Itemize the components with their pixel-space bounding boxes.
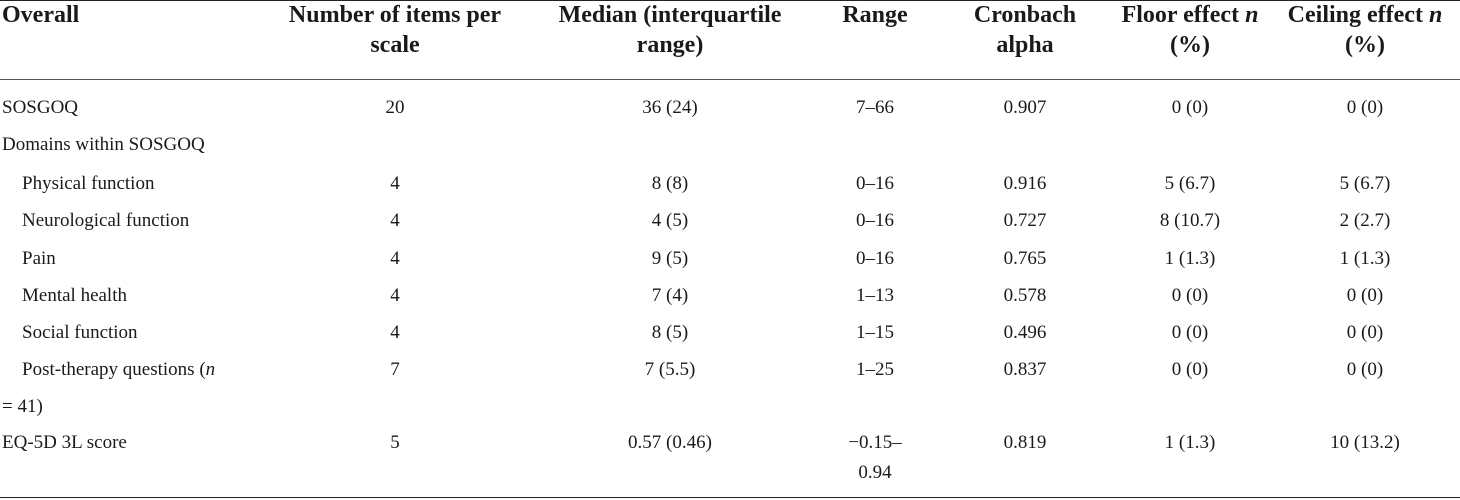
cell-range: 1–15: [856, 322, 894, 343]
header-alpha-line1: Cronbach: [973, 2, 1077, 28]
header-items-per-scale: Number of items per scale: [270, 0, 520, 60]
header-range: Range: [842, 2, 908, 28]
cell-median: 7 (4): [651, 285, 689, 306]
cell-ceiling: 5 (6.7): [1339, 173, 1391, 194]
cell-range: 0–16: [856, 210, 894, 231]
cell-alpha: 0.907: [1003, 97, 1047, 118]
cell-alpha: 0.727: [1003, 210, 1047, 231]
cell-range: 7–66: [856, 97, 894, 118]
cell-floor: 1 (1.3): [1164, 432, 1216, 453]
cell-median: 7 (5.5): [644, 359, 696, 380]
cell-items: 4: [390, 322, 400, 343]
cell-floor: 0 (0): [1171, 322, 1209, 343]
cell-items: 4: [390, 248, 400, 269]
header-floor-n: n: [1245, 2, 1259, 28]
header-overall: Overall: [2, 2, 80, 28]
cell-ceiling: 1 (1.3): [1339, 248, 1391, 269]
cell-floor: 8 (10.7): [1159, 210, 1221, 231]
cell-range: 0–16: [856, 173, 894, 194]
cell-floor: 0 (0): [1171, 285, 1209, 306]
cell-items: 4: [390, 210, 400, 231]
row-label: SOSGOQ: [2, 97, 79, 118]
header-median-line1: Median (interquartile: [558, 2, 782, 28]
cell-alpha: 0.837: [1003, 359, 1047, 380]
header-ceiling-effect: Ceiling effect n (%): [1270, 0, 1460, 60]
header-rule: [0, 79, 1460, 80]
header-items-line2: scale: [370, 32, 420, 58]
row-section-label: Domains within SOSGOQ: [2, 134, 205, 155]
header-ceiling-line2: (%): [1345, 32, 1385, 58]
cell-range-line1: −0.15–: [848, 432, 902, 453]
header-floor-text: Floor effect: [1121, 2, 1246, 28]
cell-ceiling: 10 (13.2): [1330, 432, 1400, 453]
header-cronbach-alpha: Cronbach alpha: [930, 0, 1120, 60]
cell-median: 4 (5): [651, 210, 689, 231]
header-floor-line1: Floor effect n: [1090, 0, 1290, 30]
cell-alpha: 0.819: [1003, 432, 1047, 453]
row-label-n: n: [205, 359, 216, 380]
cell-median: 8 (8): [651, 173, 689, 194]
cell-range: 1–25: [856, 359, 894, 380]
table-bottom-rule: [0, 497, 1460, 498]
row-label: Social function: [22, 322, 138, 343]
header-floor-line2: (%): [1170, 32, 1210, 58]
cell-items: 20: [385, 97, 405, 118]
header-ceiling-n: n: [1428, 2, 1443, 28]
cell-alpha: 0.578: [1003, 285, 1047, 306]
cell-ceiling: 2 (2.7): [1339, 210, 1391, 231]
cell-ceiling: 0 (0): [1346, 359, 1384, 380]
cell-items: 5: [390, 432, 400, 453]
cell-range: 0–16: [856, 248, 894, 269]
cell-items: 4: [390, 285, 400, 306]
row-label: Physical function: [22, 173, 155, 194]
cell-range-line2: 0.94: [858, 462, 892, 483]
cell-alpha: 0.765: [1003, 248, 1047, 269]
header-items-line1: Number of items per: [288, 2, 502, 28]
header-median-line2: range): [636, 32, 704, 58]
row-label: EQ-5D 3L score: [2, 432, 127, 453]
cell-ceiling: 0 (0): [1346, 97, 1384, 118]
cell-floor: 0 (0): [1171, 359, 1209, 380]
cell-items: 4: [390, 173, 400, 194]
header-alpha-line2: alpha: [996, 32, 1054, 58]
cell-ceiling: 0 (0): [1346, 322, 1384, 343]
table-top-rule: [0, 0, 1460, 1]
header-ceiling-line1: Ceiling effect n: [1270, 0, 1460, 30]
row-label-line2: = 41): [2, 396, 43, 417]
cell-range: 1–13: [856, 285, 894, 306]
cell-floor: 5 (6.7): [1164, 173, 1216, 194]
row-label-line1: Post-therapy questions (: [22, 359, 206, 380]
header-ceiling-text: Ceiling effect: [1287, 2, 1429, 28]
cell-items: 7: [390, 359, 400, 380]
cell-alpha: 0.496: [1003, 322, 1047, 343]
cell-ceiling: 0 (0): [1346, 285, 1384, 306]
cell-floor: 1 (1.3): [1164, 248, 1216, 269]
row-label: Post-therapy questions (n: [2, 351, 272, 388]
cell-median: 36 (24): [642, 97, 698, 118]
cell-floor: 0 (0): [1171, 97, 1209, 118]
cell-median: 0.57 (0.46): [628, 432, 712, 453]
row-label: Neurological function: [22, 210, 190, 231]
header-median-iqr: Median (interquartile range): [540, 0, 800, 60]
header-floor-effect: Floor effect n (%): [1090, 0, 1290, 60]
cell-median: 9 (5): [651, 248, 689, 269]
row-label: Mental health: [22, 285, 127, 306]
cell-median: 8 (5): [651, 322, 689, 343]
row-label: Pain: [22, 248, 56, 269]
cell-alpha: 0.916: [1003, 173, 1047, 194]
